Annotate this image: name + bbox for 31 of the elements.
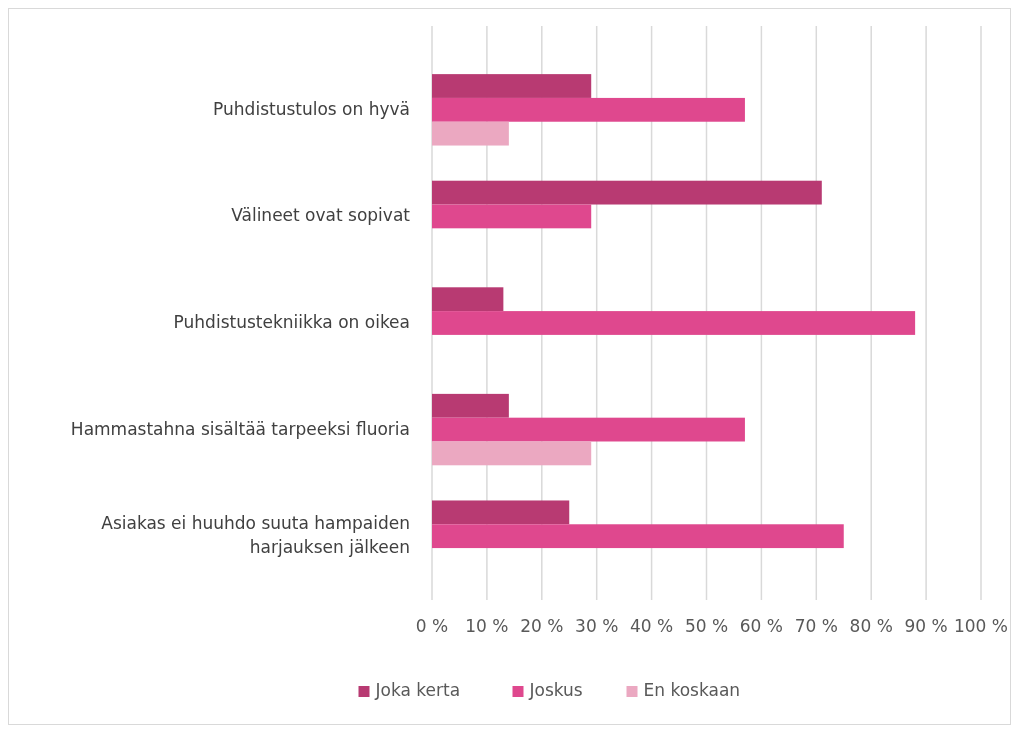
bar (432, 393, 509, 418)
bar (432, 500, 570, 525)
y-tick-label: Puhdistustulos on hyvä (213, 98, 410, 119)
x-tick-label: 30 % (575, 616, 619, 636)
bar (432, 74, 592, 98)
x-tick-label: 80 % (849, 616, 893, 636)
x-tick-label: 100 % (953, 616, 1009, 636)
bar (432, 524, 844, 549)
bar (432, 97, 745, 122)
bar (432, 311, 916, 335)
legend-label: Joskus (528, 680, 583, 700)
y-tick-label: Asiakas ei huuhdo suuta hampaiden harjauksen jälkeen (101, 513, 410, 558)
bar (432, 204, 592, 229)
x-tick-label: 90 % (904, 616, 948, 636)
y-tick-label: Puhdistustekniikka on oikea (173, 312, 410, 332)
legend-label: En koskaan (643, 680, 741, 700)
bar (432, 287, 504, 312)
x-tick-label: 10 % (465, 616, 509, 636)
legend-label: Joka kerta (374, 680, 461, 700)
x-tick-label: 0 % (415, 616, 449, 636)
bar (432, 441, 592, 466)
bar (432, 121, 509, 146)
y-tick-label: Välineet ovat sopivat (231, 205, 411, 226)
x-tick-label: 40 % (630, 616, 674, 636)
x-tick-label: 60 % (739, 616, 783, 636)
x-tick-label: 70 % (794, 616, 838, 636)
bar (432, 180, 822, 205)
bar (432, 417, 745, 442)
x-tick-label: 20 % (520, 616, 564, 636)
x-tick-label: 50 % (684, 616, 729, 636)
y-tick-label: Hammastahna sisältää tarpeeksi fluoria (70, 418, 410, 439)
